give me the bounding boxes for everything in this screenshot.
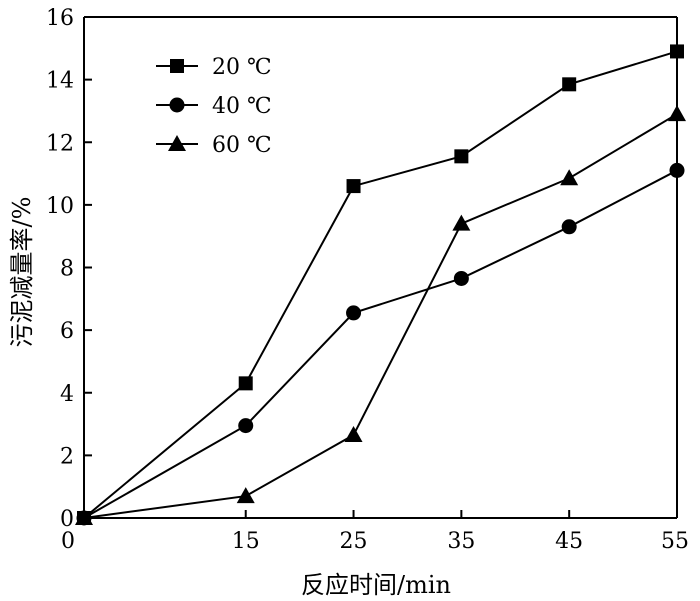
y-tick-label: 14 bbox=[46, 69, 74, 94]
y-tick-label: 12 bbox=[46, 131, 74, 156]
data-point bbox=[668, 105, 686, 122]
y-tick-label: 10 bbox=[46, 194, 74, 219]
data-point bbox=[346, 179, 361, 194]
y-tick-label: 0 bbox=[60, 507, 74, 532]
x-tick-label: 45 bbox=[555, 529, 583, 554]
legend-item: 20 ℃ bbox=[156, 55, 272, 80]
data-point bbox=[453, 270, 469, 286]
series-line bbox=[83, 50, 678, 519]
data-point bbox=[669, 162, 685, 178]
series-square bbox=[77, 44, 684, 525]
series-line bbox=[83, 169, 678, 519]
data-point bbox=[238, 376, 253, 391]
data-point bbox=[670, 44, 684, 59]
x-tick-label: 0 bbox=[61, 529, 75, 554]
x-tick-label: 35 bbox=[447, 529, 475, 554]
data-point bbox=[560, 169, 579, 186]
x-axis-label: 反应时间/min bbox=[301, 571, 451, 599]
legend-item: 60 ℃ bbox=[156, 133, 272, 158]
legend-marker bbox=[169, 97, 185, 113]
data-point bbox=[346, 305, 362, 321]
series-circle bbox=[76, 162, 685, 526]
x-tick-label: 25 bbox=[340, 529, 368, 554]
y-tick-label: 16 bbox=[46, 6, 74, 31]
data-point bbox=[561, 219, 577, 235]
legend: 20 ℃ 40 ℃ 60 ℃ bbox=[156, 55, 272, 158]
legend-label: 60 ℃ bbox=[212, 133, 272, 158]
data-point bbox=[238, 418, 254, 434]
data-point bbox=[344, 426, 363, 443]
y-tick-label: 6 bbox=[60, 319, 74, 344]
y-tick-label: 4 bbox=[60, 382, 74, 407]
series-layer bbox=[75, 44, 686, 526]
legend-label: 40 ℃ bbox=[212, 94, 272, 119]
y-tick-label: 2 bbox=[60, 444, 74, 469]
x-tick-label: 55 bbox=[661, 529, 689, 554]
series-triangle bbox=[75, 105, 686, 525]
series-line bbox=[83, 113, 678, 519]
legend-label: 20 ℃ bbox=[212, 55, 272, 80]
data-point bbox=[452, 214, 471, 231]
data-point bbox=[562, 77, 577, 92]
data-point bbox=[454, 149, 469, 164]
data-point bbox=[75, 509, 93, 525]
data-point bbox=[236, 487, 255, 504]
axes: 0 2 4 6 8 10 12 14 16 0 15 25 35 45 55 bbox=[46, 6, 689, 554]
y-tick-label: 8 bbox=[60, 257, 74, 282]
legend-marker bbox=[170, 59, 184, 73]
y-axis-label: 污泥减量率/% bbox=[8, 197, 36, 348]
legend-marker bbox=[168, 135, 186, 151]
legend-item: 40 ℃ bbox=[156, 94, 272, 119]
x-tick-label: 15 bbox=[232, 529, 260, 554]
